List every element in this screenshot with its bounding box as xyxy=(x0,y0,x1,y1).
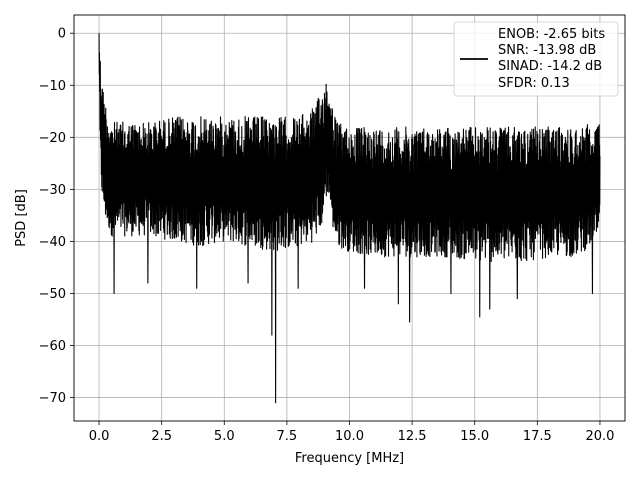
psd-series-line xyxy=(98,33,601,404)
y-tick-label: −10 xyxy=(39,79,66,94)
x-tick-label: 7.5 xyxy=(277,429,298,444)
legend: ENOB: -2.65 bits SNR: -13.98 dB SINAD: -… xyxy=(453,21,619,97)
legend-snr: SNR: -13.98 dB xyxy=(498,43,596,58)
x-tick-label: 10.0 xyxy=(335,429,364,444)
x-tick-label: 2.5 xyxy=(151,429,172,444)
x-tick-label: 0.0 xyxy=(89,429,110,444)
y-tick-label: −20 xyxy=(39,131,66,146)
plot-area xyxy=(98,33,601,404)
x-axis-label: Frequency [MHz] xyxy=(295,451,404,466)
series-layer xyxy=(98,33,601,404)
y-tick-label: 0 xyxy=(58,27,66,42)
x-tick-label: 15.0 xyxy=(460,429,489,444)
x-tick-label: 5.0 xyxy=(214,429,235,444)
x-tick-label: 12.5 xyxy=(398,429,427,444)
y-tick-label: −70 xyxy=(39,391,66,406)
y-tick-label: −30 xyxy=(39,183,66,198)
legend-enob: ENOB: -2.65 bits xyxy=(498,27,605,42)
y-tick-label: −40 xyxy=(39,235,66,250)
y-tick-label: −60 xyxy=(39,339,66,354)
x-tick-label: 20.0 xyxy=(585,429,614,444)
x-axis: 0.0 2.5 5.0 7.5 10.0 12.5 15.0 17.5 20.0 xyxy=(89,421,614,444)
legend-box xyxy=(453,21,619,97)
y-tick-label: −50 xyxy=(39,287,66,302)
legend-sfdr: SFDR: 0.13 xyxy=(498,76,570,91)
y-axis: 0 −10 −20 −30 −40 −50 −60 −70 xyxy=(39,27,74,406)
y-axis-label: PSD [dB] xyxy=(14,189,29,247)
legend-sinad: SINAD: -14.2 dB xyxy=(498,59,602,74)
x-tick-label: 17.5 xyxy=(523,429,552,444)
